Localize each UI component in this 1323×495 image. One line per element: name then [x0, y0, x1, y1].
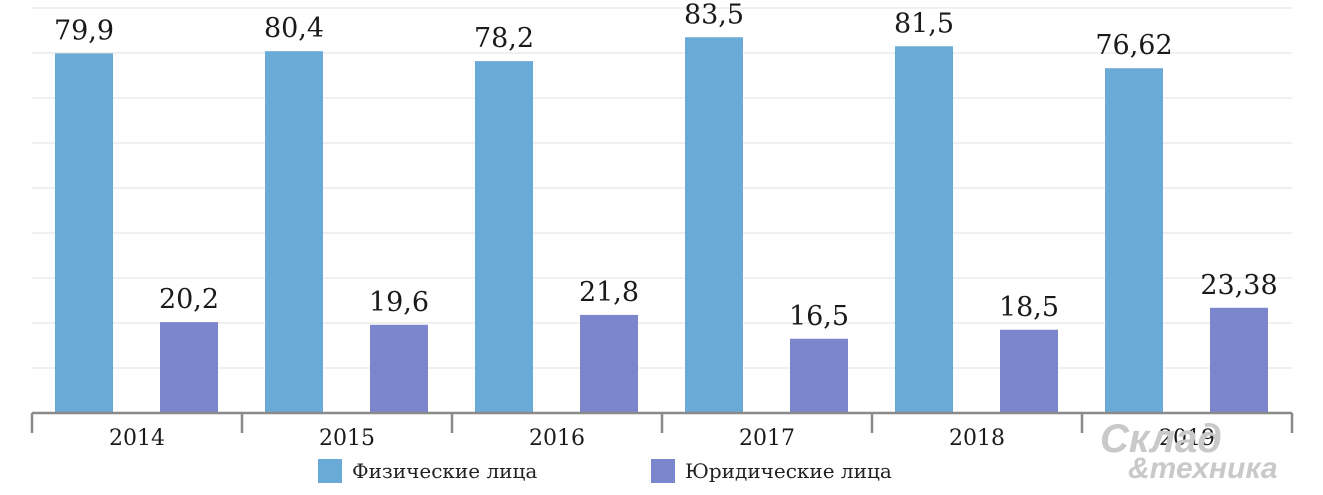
bar-legal-2017	[790, 338, 848, 413]
data-label-legal-2016: 21,8	[579, 277, 639, 308]
legend-label-phys: Физические лица	[352, 459, 537, 483]
x-tick-label-2017: 2017	[739, 426, 795, 451]
x-tick-label-2019: 2019	[1159, 426, 1215, 451]
legend-label-legal: Юридические лица	[685, 459, 892, 483]
x-tick-label-2016: 2016	[529, 426, 585, 451]
data-label-phys-2016: 78,2	[474, 23, 534, 54]
watermark-line2: &техника	[1128, 452, 1278, 485]
x-axis: 2014 2015 2016 2017 2018 2019	[30, 411, 1294, 451]
bar-legal-2016	[580, 314, 638, 413]
data-label-phys-2018: 81,5	[894, 8, 954, 39]
legend: Физические лица Юридические лица	[318, 459, 892, 483]
data-label-legal-2014: 20,2	[159, 284, 219, 315]
x-tick-label-2014: 2014	[109, 426, 165, 451]
x-tick-label-2018: 2018	[949, 426, 1005, 451]
watermark-line1: Склад	[1100, 417, 1222, 461]
bar-phys-2017	[685, 37, 743, 413]
bar-phys-2018	[895, 46, 953, 413]
data-label-phys-2019: 76,62	[1095, 30, 1172, 61]
data-label-legal-2018: 18,5	[999, 292, 1059, 323]
data-label-phys-2014: 79,9	[54, 15, 114, 46]
legend-swatch-phys	[318, 459, 342, 483]
bar-phys-2014	[55, 53, 113, 413]
bar-phys-2016	[475, 61, 533, 413]
data-label-phys-2015: 80,4	[264, 13, 324, 44]
gridlines	[32, 7, 1292, 369]
bar-legal-2015	[370, 324, 428, 413]
watermark-logo: Склад &техника	[1100, 417, 1278, 485]
bar-legal-2019	[1210, 307, 1268, 413]
bars: 79,9 80,4 78,2 83,5 81,5 76,62 20,2 19,6 21,8 16,…	[54, 0, 1278, 414]
data-label-legal-2019: 23,38	[1200, 270, 1277, 301]
data-label-legal-2017: 16,5	[789, 301, 849, 332]
legend-swatch-legal	[651, 459, 675, 483]
bar-legal-2018	[1000, 329, 1058, 413]
bar-phys-2019	[1105, 68, 1163, 414]
bar-legal-2014	[160, 322, 218, 413]
x-tick-label-2015: 2015	[319, 426, 375, 451]
data-label-phys-2017: 83,5	[684, 0, 744, 30]
bar-phys-2015	[265, 51, 323, 413]
data-label-legal-2015: 19,6	[369, 287, 429, 318]
